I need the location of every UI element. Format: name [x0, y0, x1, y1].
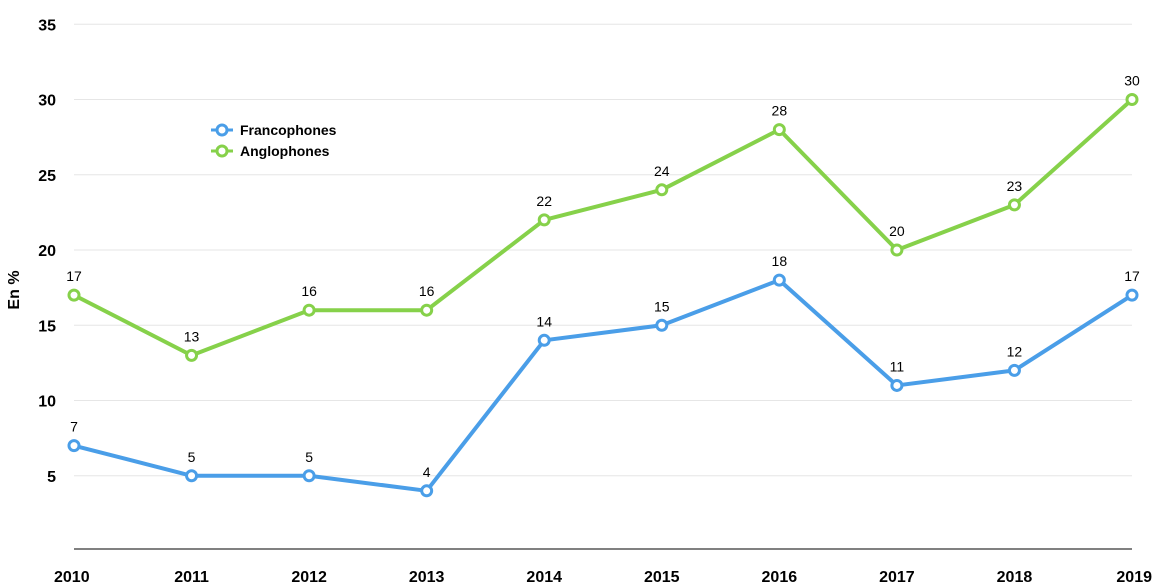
data-point: [772, 123, 786, 137]
y-tick-label: 5: [47, 469, 56, 486]
data-label: 16: [419, 283, 435, 299]
data-label: 11: [890, 358, 905, 374]
data-label: 17: [1124, 268, 1140, 284]
y-tick-label: 30: [38, 93, 56, 110]
data-label: 5: [188, 449, 196, 465]
series-line: [72, 97, 1134, 358]
legend-marker: [215, 144, 229, 158]
y-axis-title: En %: [6, 270, 23, 309]
y-tick-label: 10: [38, 394, 56, 411]
x-tick-label: 2010: [54, 569, 90, 586]
data-label: 5: [305, 449, 313, 465]
data-point: [302, 469, 316, 483]
data-point: [890, 243, 904, 257]
data-point: [772, 273, 786, 287]
data-label: 22: [536, 193, 552, 209]
data-label: 13: [184, 328, 200, 344]
x-tick-label: 2012: [291, 569, 327, 586]
data-point: [537, 213, 551, 227]
data-label: 23: [1007, 178, 1023, 194]
data-point: [1125, 93, 1139, 106]
series-francophones: 7 5 5 4 14 15 18 11 12 17: [67, 253, 1140, 498]
data-label: 12: [1007, 343, 1023, 359]
data-point: [890, 378, 904, 392]
data-label: 15: [654, 298, 670, 314]
data-point: [420, 484, 434, 498]
data-point: [655, 318, 669, 332]
data-label: 28: [772, 103, 788, 119]
legend-label: Anglophones: [240, 143, 330, 159]
y-tick-label: 35: [38, 17, 56, 34]
data-point: [1007, 198, 1021, 212]
x-tick-label: 2017: [879, 569, 915, 586]
y-axis-ticks: 5 10 15 20 25 30 35: [38, 17, 56, 486]
x-tick-label: 2015: [644, 569, 680, 586]
x-tick-label: 2013: [409, 569, 445, 586]
legend-label: Francophones: [240, 122, 337, 138]
data-label: 17: [66, 268, 82, 284]
legend-marker: [215, 123, 229, 137]
data-label: 20: [889, 223, 905, 239]
series-layer: 7 5 5 4 14 15 18 11 12 17 17 13 16 16 22 24 28 20 23 30: [66, 73, 1140, 498]
data-label: 30: [1124, 73, 1140, 89]
data-label: 16: [301, 283, 317, 299]
y-tick-label: 20: [38, 243, 56, 260]
data-point: [67, 439, 81, 453]
data-point: [1125, 288, 1139, 302]
data-label: 24: [654, 163, 670, 179]
data-point: [185, 469, 199, 483]
data-point: [655, 183, 669, 197]
data-label: 7: [70, 419, 78, 435]
x-tick-label: 2011: [174, 569, 209, 586]
data-label: 14: [536, 313, 552, 329]
x-tick-label: 2016: [762, 569, 798, 586]
data-point: [185, 348, 199, 362]
y-tick-label: 15: [38, 318, 56, 335]
data-label: 4: [423, 464, 431, 480]
legend: Francophones Anglophones: [211, 122, 337, 159]
x-tick-label: 2014: [526, 569, 562, 586]
data-point: [67, 288, 81, 302]
series-line: [72, 278, 1134, 493]
data-label: 18: [772, 253, 788, 269]
data-point: [420, 303, 434, 317]
series-anglophones: 17 13 16 16 22 24 28 20 23 30: [66, 73, 1140, 362]
data-point: [302, 303, 316, 317]
y-tick-label: 25: [38, 168, 56, 185]
x-axis-ticks: 2010 2011 2012 2013 2014 2015 2016 2017 2018 2019: [54, 569, 1152, 586]
x-tick-label: 2019: [1116, 569, 1152, 586]
data-point: [537, 333, 551, 347]
x-tick-label: 2018: [997, 569, 1033, 586]
gridlines: [74, 23, 1132, 477]
data-point: [1007, 363, 1021, 377]
